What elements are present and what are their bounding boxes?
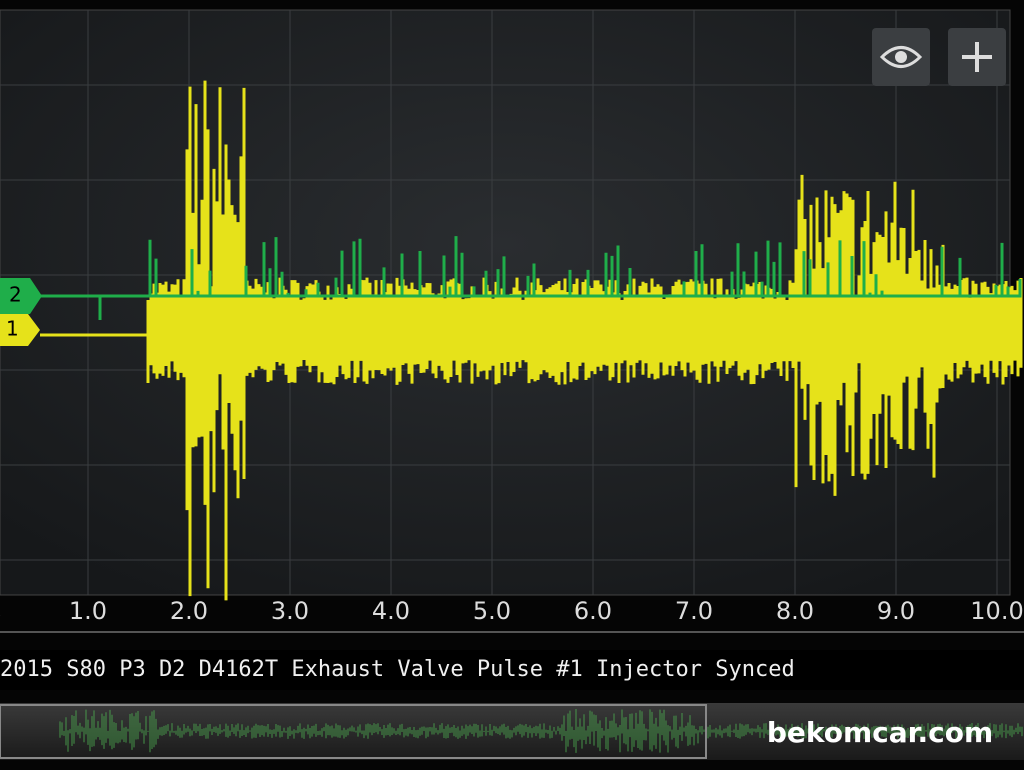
- overview-window[interactable]: [0, 704, 707, 759]
- channel-2-marker[interactable]: [0, 278, 42, 314]
- time-axis: s 1.0 2.0 3.0 4.0 5.0 6.0 7.0 8.0 9.0 10.0: [0, 597, 1024, 625]
- time-tick-label: 3.0: [271, 597, 309, 625]
- eye-pupil: [895, 51, 907, 63]
- time-tick-label: 7.0: [675, 597, 713, 625]
- plus-icon: [962, 42, 992, 72]
- channel-label: 2: [9, 283, 22, 307]
- time-tick-label: 8.0: [776, 597, 814, 625]
- watermark: bekomcar.com: [767, 716, 993, 749]
- channel-1-waveform: [40, 80, 1023, 601]
- caption: 2015 S80 P3 D2 D4162T Exhaust Valve Puls…: [0, 657, 795, 682]
- waveforms: [40, 80, 1023, 601]
- time-tick-label: 1.0: [69, 597, 107, 625]
- time-tick-label: 2.0: [170, 597, 208, 625]
- channel-2-waveform: [40, 236, 1022, 320]
- eye-icon: [879, 46, 923, 68]
- time-tick-label: 9.0: [877, 597, 915, 625]
- time-tick-label: 10.0: [970, 597, 1023, 625]
- overview-waveform: [59, 709, 1023, 753]
- time-tick-label: s: [0, 597, 1, 625]
- time-tick-label: 4.0: [372, 597, 410, 625]
- caption-bar: [0, 650, 1024, 690]
- channel-label: 1: [6, 317, 19, 341]
- channel-1-marker[interactable]: [0, 314, 40, 346]
- overview-trace: [59, 709, 1023, 753]
- time-tick-label: 5.0: [473, 597, 511, 625]
- time-tick-label: 6.0: [574, 597, 612, 625]
